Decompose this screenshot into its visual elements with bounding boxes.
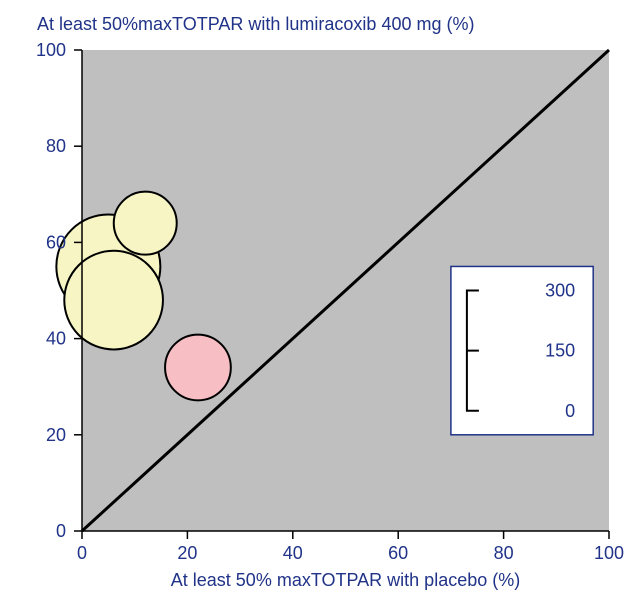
x-tick-label: 80 <box>494 543 514 563</box>
y-tick-label: 20 <box>46 425 66 445</box>
y-tick-label: 60 <box>46 232 66 252</box>
y-tick-label: 40 <box>46 329 66 349</box>
x-axis-label: At least 50% maxTOTPAR with placebo (%) <box>171 570 520 590</box>
x-tick-label: 60 <box>388 543 408 563</box>
x-tick-label: 40 <box>283 543 303 563</box>
data-bubble <box>114 192 177 255</box>
x-tick-label: 20 <box>177 543 197 563</box>
bubble-scatter-chart: 0 20 40 60 80 100 0 20 40 60 80 100 At least 50%maxT… <box>0 0 627 609</box>
y-tick-label: 100 <box>36 40 66 60</box>
chart-title: At least 50%maxTOTPAR with lumiracoxib 4… <box>37 14 474 34</box>
x-tick-label: 0 <box>77 543 87 563</box>
y-tick-label: 80 <box>46 136 66 156</box>
x-tick-label: 100 <box>594 543 624 563</box>
chart-container: 0 20 40 60 80 100 0 20 40 60 80 100 At least 50%maxT… <box>0 0 627 609</box>
data-bubble <box>165 335 231 401</box>
legend-value: 150 <box>545 341 575 361</box>
legend-value: 0 <box>565 401 575 421</box>
legend-value: 300 <box>545 280 575 300</box>
y-tick-label: 0 <box>56 521 66 541</box>
data-bubble <box>64 251 163 350</box>
